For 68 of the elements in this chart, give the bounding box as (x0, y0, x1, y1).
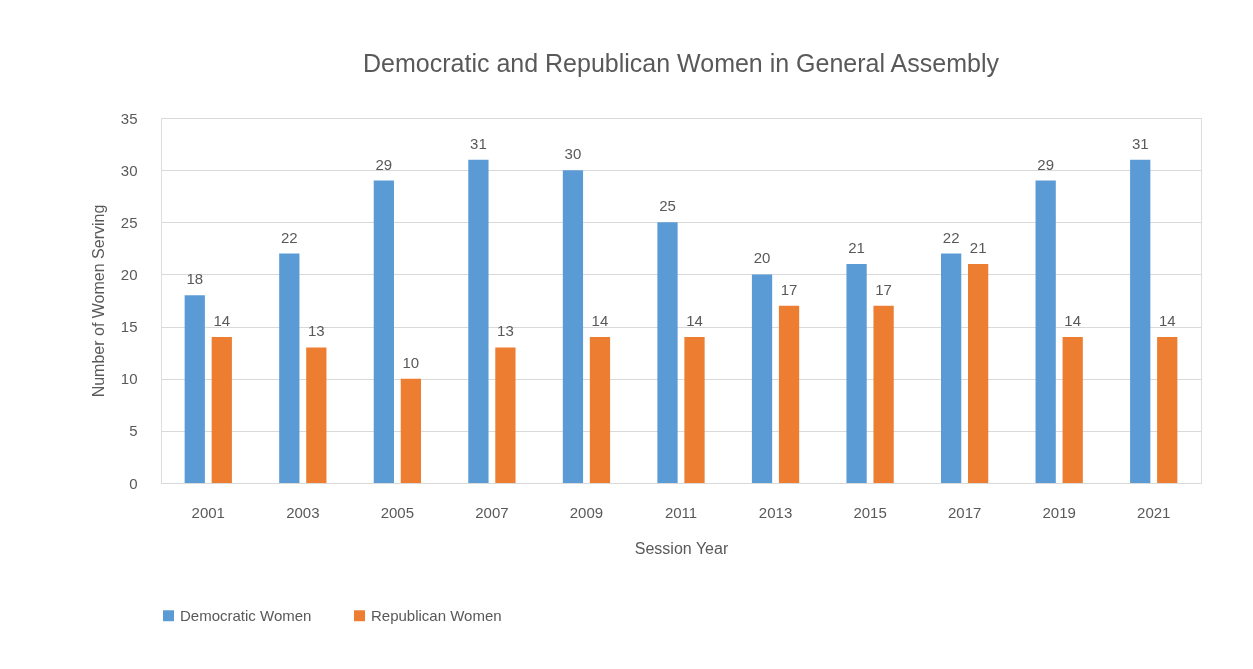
data-label: 20 (753, 249, 771, 267)
data-label: 14 (686, 312, 703, 329)
bar (468, 159, 489, 483)
x-tick-label: 2021 (1137, 503, 1171, 521)
data-label: 17 (780, 280, 798, 298)
data-label: 22 (280, 228, 298, 246)
x-tick-label: 2001 (191, 503, 225, 521)
bar (1062, 337, 1083, 483)
bar (657, 222, 678, 483)
data-label: 25 (659, 197, 676, 215)
data-label: 30 (564, 145, 582, 163)
bar (279, 253, 300, 483)
data-label: 22 (942, 228, 960, 246)
bar (941, 253, 962, 483)
x-tick-label: 2003 (286, 503, 320, 521)
bar (495, 347, 516, 483)
y-tick-label: 0 (129, 474, 138, 492)
bar (751, 274, 773, 483)
data-label: 17 (875, 280, 892, 298)
bar (1157, 337, 1178, 483)
bar (846, 264, 867, 483)
x-tick-label: 2013 (758, 503, 793, 521)
x-tick-label: 2015 (853, 503, 887, 521)
x-tick-label: 2017 (947, 503, 982, 521)
bar (968, 264, 989, 483)
y-tick-label: 25 (120, 213, 138, 231)
data-label: 29 (1037, 155, 1055, 173)
legend-label: Democratic Women (180, 606, 312, 624)
bar (873, 305, 894, 483)
bar (1035, 180, 1056, 483)
x-tick-label: 2009 (569, 503, 604, 521)
data-label: 14 (1064, 312, 1082, 329)
y-tick-label: 20 (120, 265, 138, 283)
bar (778, 305, 800, 483)
data-label: 31 (1131, 134, 1149, 152)
x-tick-label: 2011 (664, 503, 698, 521)
x-axis-title: Session Year (634, 539, 729, 557)
chart-title: Democratic and Republican Women in General Assembly (363, 49, 1000, 77)
bar (1130, 159, 1151, 483)
x-tick-label: 2007 (475, 503, 509, 521)
legend-label: Republican Women (371, 606, 502, 624)
y-tick-label: 10 (120, 370, 138, 388)
data-label: 14 (213, 312, 231, 329)
data-label: 21 (969, 239, 987, 256)
y-tick-label: 30 (120, 161, 138, 179)
data-label: 14 (1158, 312, 1176, 329)
x-tick-label: 2005 (380, 503, 415, 521)
y-tick-label: 35 (120, 109, 138, 127)
x-tick-label: 2019 (1042, 503, 1076, 521)
data-label: 31 (470, 134, 487, 152)
bar (211, 337, 232, 483)
bar (684, 337, 705, 483)
data-label: 18 (186, 270, 204, 288)
data-label: 29 (375, 155, 393, 173)
bar (562, 170, 584, 483)
data-label: 13 (307, 322, 325, 340)
bar (373, 180, 394, 483)
data-label: 14 (591, 312, 609, 329)
data-label: 13 (497, 322, 514, 340)
y-tick-label: 15 (120, 318, 138, 336)
y-axis-title: Number of Women Serving (89, 204, 107, 398)
y-tick-label: 5 (129, 422, 138, 440)
data-label: 10 (402, 353, 420, 371)
bar (184, 295, 205, 483)
bar (400, 378, 421, 483)
bar (589, 337, 611, 483)
bar (306, 347, 327, 483)
data-label: 21 (848, 239, 865, 256)
